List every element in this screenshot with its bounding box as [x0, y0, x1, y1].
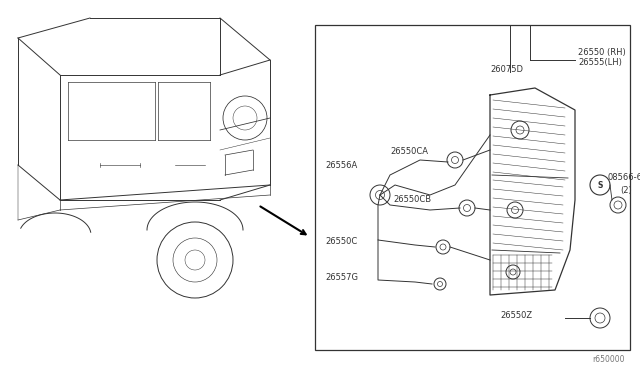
Text: 26555(LH): 26555(LH): [578, 58, 622, 67]
Text: 26550CB: 26550CB: [393, 196, 431, 205]
Text: 26550CA: 26550CA: [390, 147, 428, 155]
Text: 08566-61608: 08566-61608: [608, 173, 640, 183]
Text: r650000: r650000: [593, 356, 625, 365]
Text: 26556A: 26556A: [325, 160, 357, 170]
Bar: [315, 25, 630, 350]
Text: S: S: [597, 180, 603, 189]
Text: (2): (2): [620, 186, 632, 195]
Text: 26075D: 26075D: [490, 65, 523, 74]
Text: 26550 (RH): 26550 (RH): [578, 48, 626, 57]
Text: 26557G: 26557G: [325, 273, 358, 282]
Text: 26550Z: 26550Z: [500, 311, 532, 320]
Text: 26550C: 26550C: [325, 237, 357, 247]
